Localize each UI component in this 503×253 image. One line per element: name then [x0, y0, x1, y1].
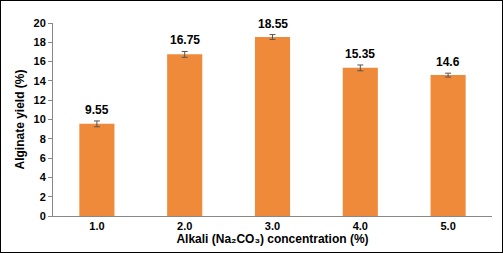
svg-text:8: 8 — [40, 133, 46, 145]
svg-text:4: 4 — [40, 171, 47, 183]
svg-text:16.75: 16.75 — [170, 33, 200, 47]
svg-text:14.6: 14.6 — [436, 55, 460, 69]
svg-text:20: 20 — [34, 17, 46, 29]
svg-text:4.0: 4.0 — [353, 220, 368, 232]
svg-text:3.0: 3.0 — [265, 220, 280, 232]
svg-text:15.35: 15.35 — [345, 47, 375, 61]
svg-text:5.0: 5.0 — [440, 220, 455, 232]
svg-text:6: 6 — [40, 152, 46, 164]
svg-text:12: 12 — [34, 94, 46, 106]
svg-text:9.55: 9.55 — [85, 103, 109, 117]
svg-text:18: 18 — [34, 36, 46, 48]
svg-text:1.0: 1.0 — [89, 220, 104, 232]
svg-text:2.0: 2.0 — [177, 220, 192, 232]
svg-text:2: 2 — [40, 191, 46, 203]
svg-text:18.55: 18.55 — [258, 17, 288, 31]
svg-text:Alkali (Na₂CO₃) concentration: Alkali (Na₂CO₃) concentration (%) — [176, 232, 368, 246]
svg-text:Alginate yield (%): Alginate yield (%) — [13, 69, 27, 169]
svg-text:0: 0 — [40, 210, 46, 222]
svg-text:10: 10 — [34, 113, 46, 125]
svg-text:14: 14 — [34, 75, 47, 87]
svg-text:16: 16 — [34, 55, 46, 67]
